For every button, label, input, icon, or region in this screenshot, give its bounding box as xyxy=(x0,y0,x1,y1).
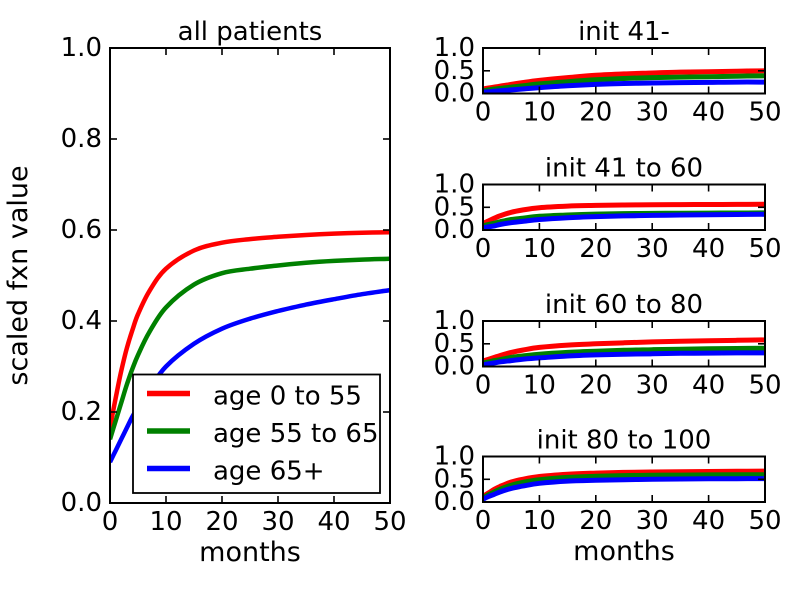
y-tick-label: 0.6 xyxy=(61,215,102,245)
legend: age 0 to 55 age 55 to 65 age 65+ xyxy=(132,373,381,494)
x-tick-label: 0 xyxy=(475,371,492,401)
x-tick-label: 50 xyxy=(748,506,781,536)
x-tick-label: 10 xyxy=(149,507,182,537)
series-line-age-65 xyxy=(483,79,766,95)
series-group xyxy=(483,468,766,502)
x-axis-label: months xyxy=(573,536,675,567)
y-tick-label: 1.0 xyxy=(61,33,102,63)
series-group xyxy=(483,201,766,231)
x-tick-label: 0 xyxy=(475,98,492,128)
x-tick-label: 10 xyxy=(523,98,556,128)
series-line-age-65 xyxy=(110,287,391,464)
x-tick-label: 30 xyxy=(636,506,669,536)
chart-title: init 41- xyxy=(578,17,670,47)
plot-main: 0 10 20 30 40 50 0.0 0.2 0.4 0.6 0.8 1.0 all patient… xyxy=(3,17,407,568)
y-tick-label: 0.0 xyxy=(434,215,475,245)
legend-label: age 65+ xyxy=(213,457,325,487)
x-axis-label: months xyxy=(199,537,301,568)
x-tick-label: 10 xyxy=(523,371,556,401)
y-tick-label: 0.2 xyxy=(61,397,102,427)
x-tick-label: 20 xyxy=(579,234,612,264)
series-group xyxy=(110,230,391,464)
x-tick-label: 10 xyxy=(523,234,556,264)
series-line-age-0-to-55 xyxy=(483,201,766,226)
x-tick-label: 30 xyxy=(636,98,669,128)
y-tick-label: 0.5 xyxy=(434,329,475,359)
x-tick-label: 20 xyxy=(579,506,612,536)
series-group xyxy=(483,337,766,368)
y-tick-label: 0.0 xyxy=(434,79,475,109)
x-tick-label: 40 xyxy=(692,98,725,128)
plot-init-80-100: 0 10 20 30 40 50 0.00.51.0 init 80 to 100 months xyxy=(434,426,782,568)
y-tick-label: 0.0 xyxy=(434,352,475,382)
chart-title: init 80 to 100 xyxy=(537,426,712,456)
plot-init-60-80: 0 10 20 30 40 50 0.00.51.0 init 60 to 80 xyxy=(434,290,782,401)
y-tick-label: 0.0 xyxy=(434,487,475,517)
series-line-age-55-to-65 xyxy=(110,256,391,440)
x-tick-label: 50 xyxy=(748,234,781,264)
series-line-age-0-to-55 xyxy=(483,337,766,364)
x-tick-label: 20 xyxy=(579,371,612,401)
y-tick-label: 0.0 xyxy=(61,488,102,518)
series-line-age-65 xyxy=(483,350,765,368)
plot-init-41minus: 0 10 20 30 40 50 0.00.51.0 init 41- xyxy=(434,17,782,128)
legend-label: age 55 to 65 xyxy=(213,419,379,449)
x-tick-label: 0 xyxy=(102,507,119,537)
x-tick-label: 30 xyxy=(261,507,294,537)
x-tick-label: 20 xyxy=(205,507,238,537)
y-tick-label: 1.0 xyxy=(434,442,475,472)
x-tick-label: 40 xyxy=(317,507,350,537)
series-line-age-65 xyxy=(483,211,766,231)
x-tick-label: 50 xyxy=(748,98,781,128)
x-tick-label: 50 xyxy=(748,371,781,401)
x-tick-label: 40 xyxy=(692,234,725,264)
x-tick-label: 40 xyxy=(692,371,725,401)
y-tick-label: 1.0 xyxy=(434,306,475,336)
chart-title: all patients xyxy=(178,17,323,47)
legend-label: age 0 to 55 xyxy=(213,382,362,412)
chart-title: init 60 to 80 xyxy=(545,290,703,320)
x-tick-label: 30 xyxy=(636,371,669,401)
plot-init-41-60: 0 10 20 30 40 50 0.00.51.0 init 41 to 60 xyxy=(434,154,782,265)
x-tick-label: 10 xyxy=(523,506,556,536)
y-tick-label: 1.0 xyxy=(434,33,475,63)
series-line-age-0-to-55 xyxy=(110,230,391,429)
x-tick-label: 20 xyxy=(579,98,612,128)
x-tick-label: 0 xyxy=(475,234,492,264)
series-group xyxy=(483,68,766,95)
y-tick-label: 0.5 xyxy=(434,464,475,494)
x-tick-label: 50 xyxy=(373,507,406,537)
y-tick-label: 0.5 xyxy=(434,56,475,86)
y-tick-label: 0.5 xyxy=(434,192,475,222)
y-tick-label: 0.8 xyxy=(61,124,102,154)
chart-title: init 41 to 60 xyxy=(545,154,703,184)
x-tick-label: 0 xyxy=(475,506,492,536)
y-axis-label: scaled fxn value xyxy=(3,165,34,385)
x-tick-label: 40 xyxy=(692,506,725,536)
x-tick-label: 30 xyxy=(636,234,669,264)
y-tick-label: 0.4 xyxy=(61,306,102,336)
axes-frame xyxy=(109,47,391,504)
series-line-age-65 xyxy=(483,476,766,502)
y-tick-label: 1.0 xyxy=(434,170,475,200)
